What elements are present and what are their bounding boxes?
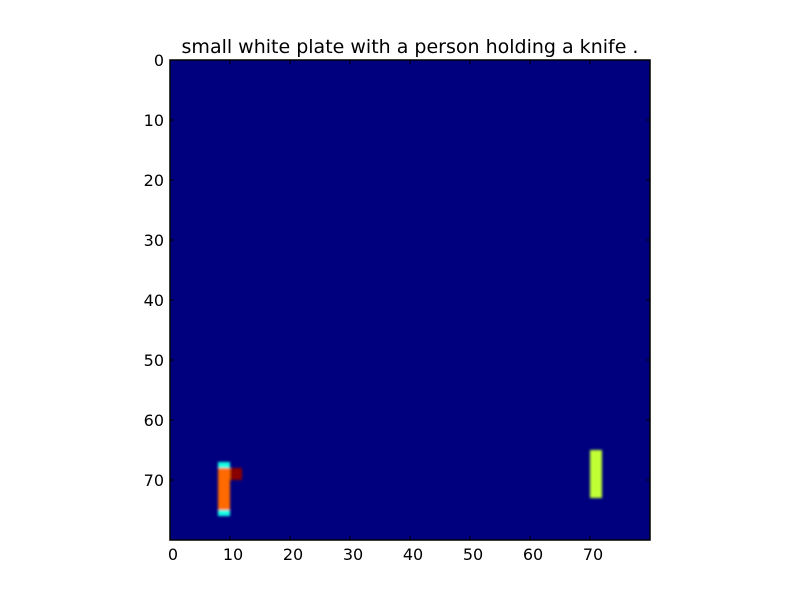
heatmap-blob-left-bar-spot	[230, 468, 242, 480]
heatmap-background	[170, 60, 650, 540]
x-tick-label: 20	[283, 545, 303, 564]
x-axis: 0 10 20 30 40 50 60 70	[168, 60, 603, 564]
y-tick-label: 30	[144, 231, 164, 250]
heatmap-blob-left-bar-core	[218, 468, 230, 510]
chart-title: small white plate with a person holding …	[182, 36, 639, 58]
x-tick-label: 0	[168, 545, 178, 564]
y-tick-label: 20	[144, 171, 164, 190]
x-tick-label: 50	[463, 545, 483, 564]
y-tick-label: 70	[144, 471, 164, 490]
heatmap-cells	[218, 450, 602, 516]
plot-area: 0 10 20 30 40 50 60 70 0 10 20 30 40 50 60 70	[144, 51, 651, 564]
x-tick-label: 70	[583, 545, 603, 564]
y-axis: 0 10 20 30 40 50 60 70	[144, 51, 650, 490]
y-tick-label: 10	[144, 111, 164, 130]
x-tick-label: 30	[343, 545, 363, 564]
y-tick-label: 60	[144, 411, 164, 430]
x-tick-label: 10	[223, 545, 243, 564]
x-tick-label: 60	[523, 545, 543, 564]
x-tick-label: 40	[403, 545, 423, 564]
heatmap-blob-right-bar	[590, 450, 602, 498]
y-tick-label: 50	[144, 351, 164, 370]
y-tick-label: 0	[154, 51, 164, 70]
y-tick-label: 40	[144, 291, 164, 310]
